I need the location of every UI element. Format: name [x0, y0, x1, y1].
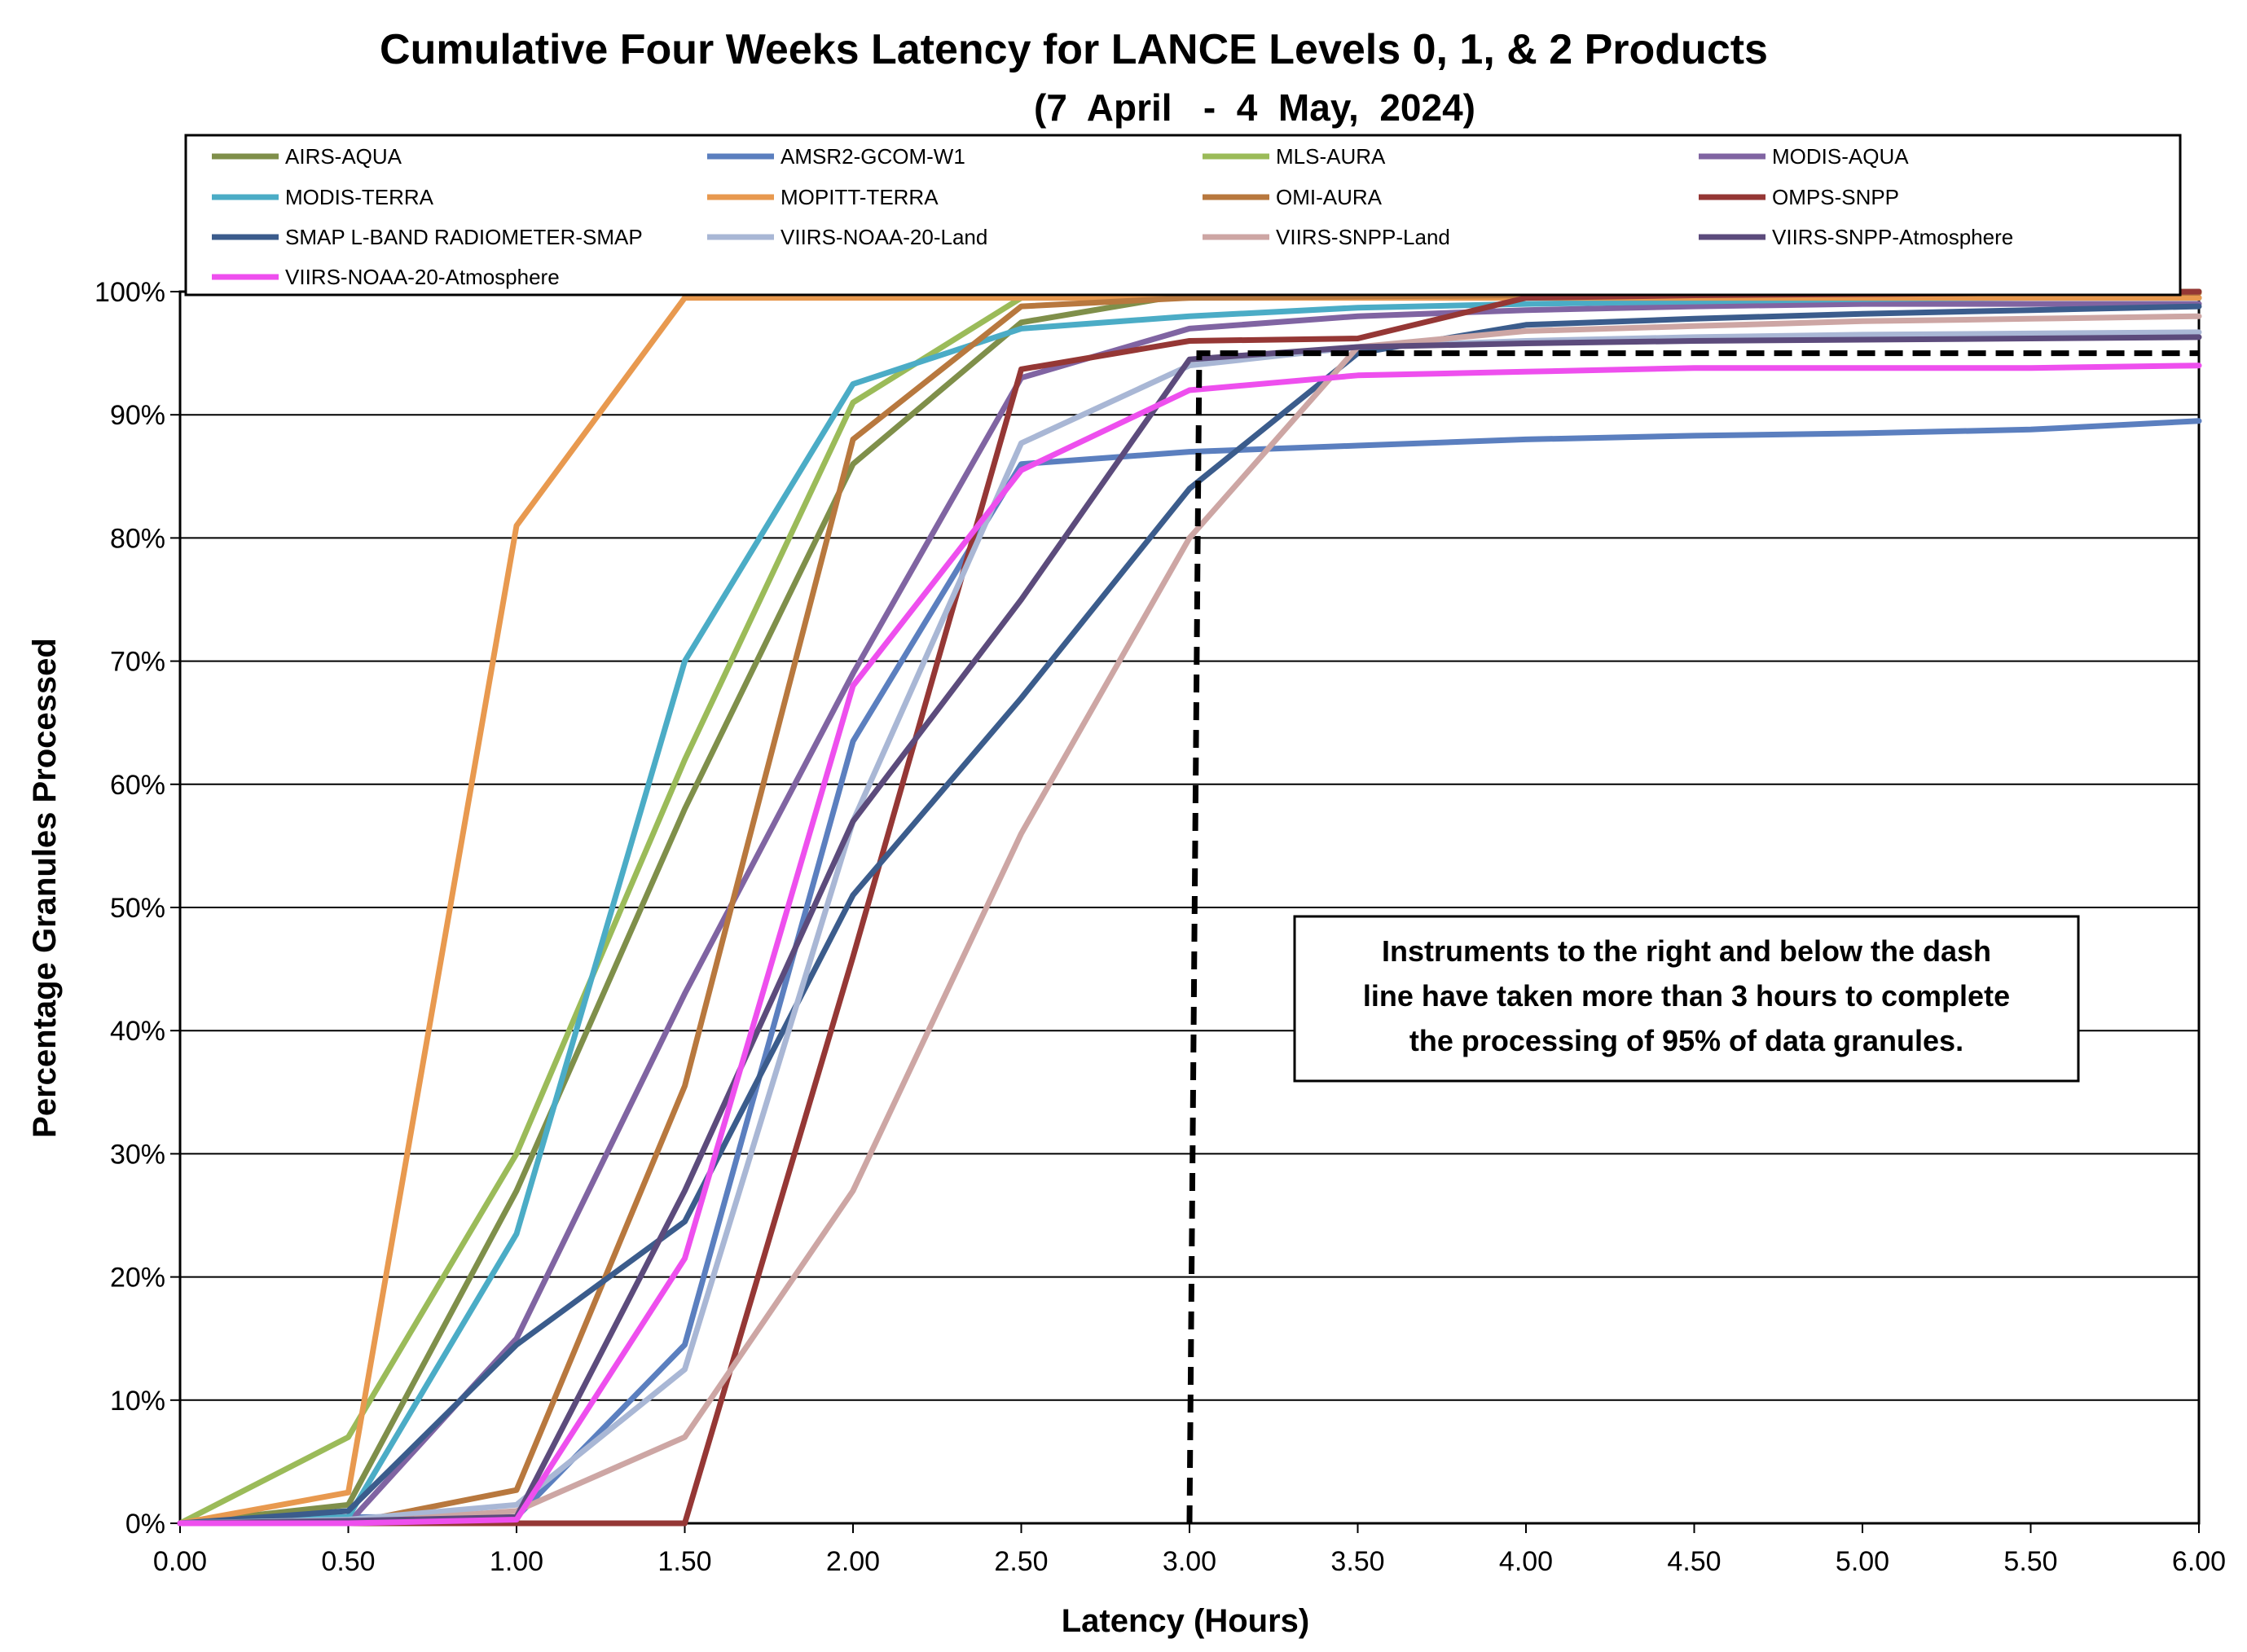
- legend-label: MLS-AURA: [1276, 144, 1386, 169]
- y-tick-label: 50%: [110, 893, 165, 924]
- x-tick-label: 0.00: [153, 1546, 207, 1577]
- x-tick-label: 6.00: [2172, 1546, 2226, 1577]
- legend-label: MODIS-TERRA: [285, 185, 434, 209]
- y-tick-label: 40%: [110, 1016, 165, 1047]
- x-tick-label: 1.50: [657, 1546, 711, 1577]
- y-axis-ticks: 0% 10% 20% 30% 40% 50% 60% 70% 80% 90% 100%: [95, 277, 180, 1540]
- legend-label: SMAP L-BAND RADIOMETER-SMAP: [285, 225, 643, 249]
- y-axis-label: Percentage Granules Processed: [27, 638, 63, 1138]
- y-tick-label: 80%: [110, 523, 165, 554]
- legend-item: MODIS-TERRA: [212, 185, 434, 209]
- series-line-viirs-noaa-20-land: [177, 329, 2202, 1527]
- x-tick-label: 2.00: [826, 1546, 880, 1577]
- y-tick-label: 100%: [95, 277, 165, 308]
- legend-label: OMI-AURA: [1276, 185, 1383, 209]
- chart-title: Cumulative Four Weeks Latency for LANCE …: [380, 26, 1768, 73]
- legend-item: VIIRS-SNPP-Atmosphere: [1699, 225, 2013, 249]
- y-tick-label: 70%: [110, 647, 165, 678]
- y-tick-label: 20%: [110, 1263, 165, 1294]
- x-tick-label: 2.50: [994, 1546, 1048, 1577]
- legend-item: OMI-AURA: [1203, 185, 1383, 209]
- series-line-smap-l-band-radiometer-smap: [177, 303, 2202, 1527]
- legend-label: VIIRS-SNPP-Atmosphere: [1772, 225, 2013, 249]
- legend-item: AMSR2-GCOM-W1: [707, 144, 965, 169]
- legend-item: SMAP L-BAND RADIOMETER-SMAP: [212, 225, 643, 249]
- annotation-line-2: line have taken more than 3 hours to com…: [1363, 979, 2010, 1013]
- legend-item: VIIRS-NOAA-20-Land: [707, 225, 987, 249]
- legend-item: VIIRS-NOAA-20-Atmosphere: [212, 265, 560, 289]
- x-tick-label: 0.50: [321, 1546, 375, 1577]
- y-tick-label: 60%: [110, 770, 165, 801]
- legend-item: OMPS-SNPP: [1699, 185, 1899, 209]
- legend-label: OMPS-SNPP: [1772, 185, 1899, 209]
- threshold-dash-line: [1186, 350, 2199, 1524]
- legend: AIRS-AQUA AMSR2-GCOM-W1 MLS-AURA MODIS-AQUA…: [184, 134, 2182, 297]
- legend-item: MODIS-AQUA: [1699, 144, 1909, 169]
- y-tick-label: 10%: [110, 1386, 165, 1417]
- x-tick-label: 5.50: [2003, 1546, 2057, 1577]
- legend-item: MOPITT-TERRA: [707, 185, 939, 209]
- x-tick-label: 4.00: [1499, 1546, 1553, 1577]
- legend-label: VIIRS-NOAA-20-Land: [781, 225, 987, 249]
- x-tick-label: 3.50: [1330, 1546, 1384, 1577]
- legend-label: MOPITT-TERRA: [781, 185, 939, 209]
- annotation-box: Instruments to the right and below the d…: [1293, 915, 2080, 1083]
- threshold-line: [1186, 350, 2199, 1524]
- y-tick-label: 90%: [110, 400, 165, 431]
- y-tick-label: 0%: [125, 1509, 165, 1540]
- legend-label: MODIS-AQUA: [1772, 144, 1909, 169]
- legend-item: VIIRS-SNPP-Land: [1203, 225, 1450, 249]
- x-tick-label: 4.50: [1667, 1546, 1721, 1577]
- x-tick-label: 5.00: [1836, 1546, 1889, 1577]
- series-line-modis-aqua: [177, 301, 2202, 1527]
- x-tick-label: 3.00: [1163, 1546, 1216, 1577]
- gridlines: [180, 291, 2199, 1524]
- x-axis-label: Latency (Hours): [1062, 1603, 1310, 1639]
- series-line-viirs-noaa-20-atmosphere: [177, 362, 2202, 1527]
- x-tick-label: 1.00: [490, 1546, 543, 1577]
- annotation-line-1: Instruments to the right and below the d…: [1382, 934, 1991, 968]
- annotation-line-3: the processing of 95% of data granules.: [1409, 1024, 1963, 1057]
- legend-label: AIRS-AQUA: [285, 144, 402, 169]
- x-axis-ticks: 0.00 0.50 1.00 1.50 2.00 2.50 3.00 3.50 4.00 4.50…: [153, 1523, 2226, 1577]
- legend-item: MLS-AURA: [1203, 144, 1386, 169]
- legend-item: AIRS-AQUA: [212, 144, 402, 169]
- chart-subtitle: (7 April - 4 May, 2024): [1034, 86, 1475, 129]
- y-tick-label: 30%: [110, 1139, 165, 1170]
- legend-label: VIIRS-NOAA-20-Atmosphere: [285, 265, 560, 289]
- legend-label: VIIRS-SNPP-Land: [1276, 225, 1450, 249]
- legend-label: AMSR2-GCOM-W1: [781, 144, 965, 169]
